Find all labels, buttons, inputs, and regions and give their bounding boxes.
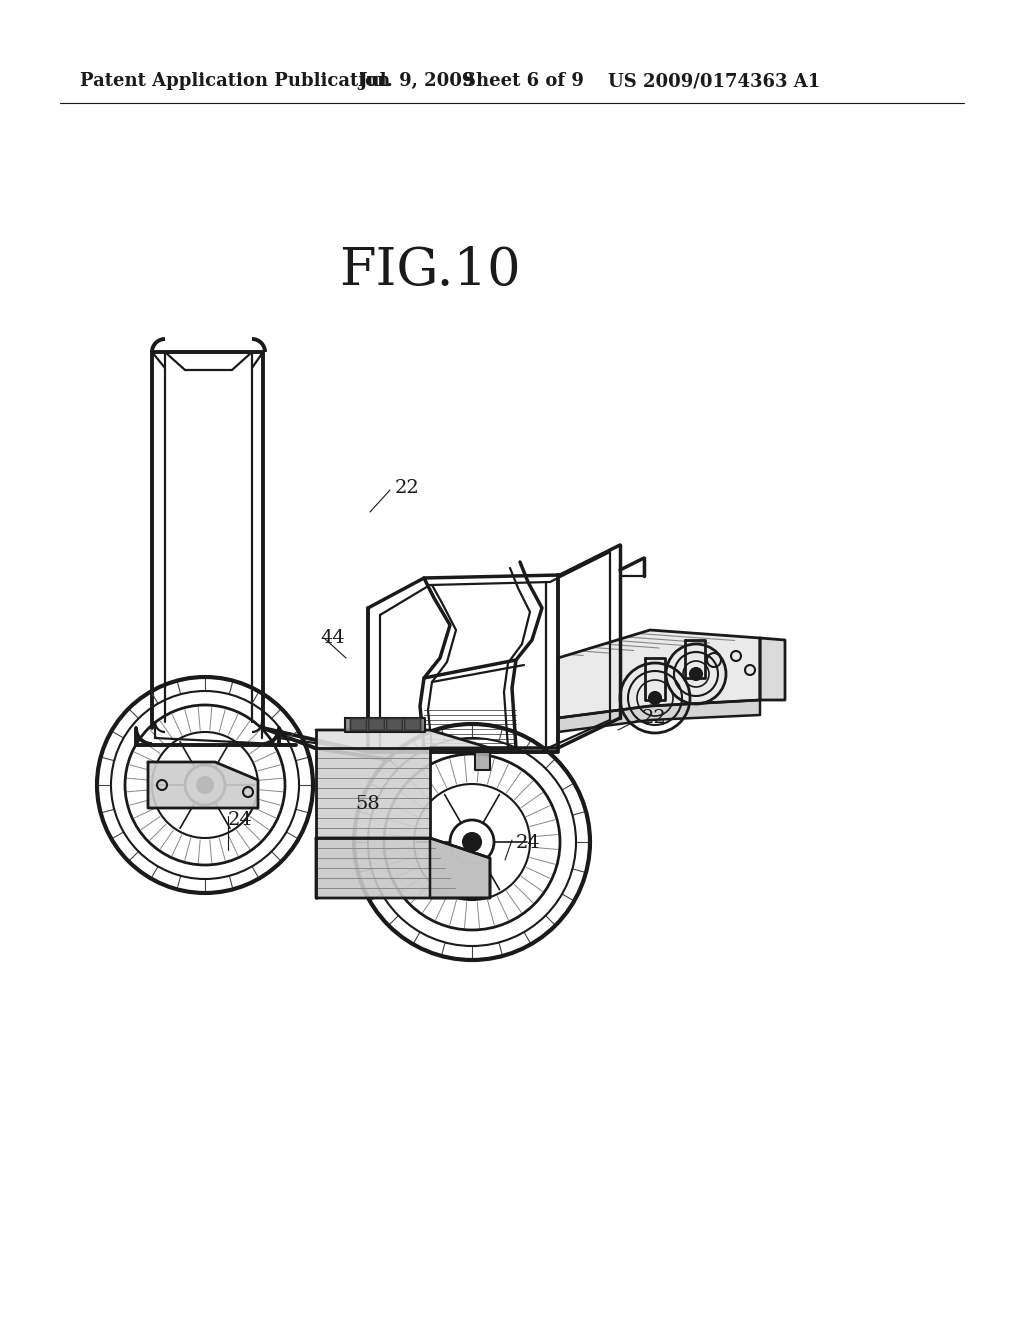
Polygon shape: [404, 718, 420, 730]
Text: FIG.10: FIG.10: [339, 246, 521, 296]
Circle shape: [690, 668, 702, 680]
Polygon shape: [475, 752, 490, 770]
Text: Sheet 6 of 9: Sheet 6 of 9: [463, 73, 584, 90]
Text: 24: 24: [516, 834, 541, 851]
Circle shape: [463, 833, 481, 851]
Polygon shape: [316, 730, 490, 748]
Text: Jul. 9, 2009: Jul. 9, 2009: [358, 73, 474, 90]
Polygon shape: [316, 748, 430, 838]
Text: 44: 44: [319, 630, 345, 647]
Text: 22: 22: [395, 479, 420, 498]
Text: 24: 24: [228, 810, 253, 829]
Polygon shape: [558, 700, 760, 733]
Polygon shape: [316, 838, 490, 898]
Polygon shape: [760, 638, 785, 700]
Text: 22: 22: [642, 709, 667, 727]
Polygon shape: [148, 762, 258, 808]
Polygon shape: [350, 718, 366, 730]
Polygon shape: [430, 838, 490, 898]
Text: 58: 58: [355, 795, 380, 813]
Polygon shape: [386, 718, 402, 730]
Polygon shape: [558, 630, 760, 718]
Circle shape: [649, 692, 662, 704]
Text: Patent Application Publication: Patent Application Publication: [80, 73, 390, 90]
Text: US 2009/0174363 A1: US 2009/0174363 A1: [608, 73, 820, 90]
Polygon shape: [368, 718, 384, 730]
Circle shape: [197, 777, 213, 793]
Polygon shape: [345, 718, 425, 733]
